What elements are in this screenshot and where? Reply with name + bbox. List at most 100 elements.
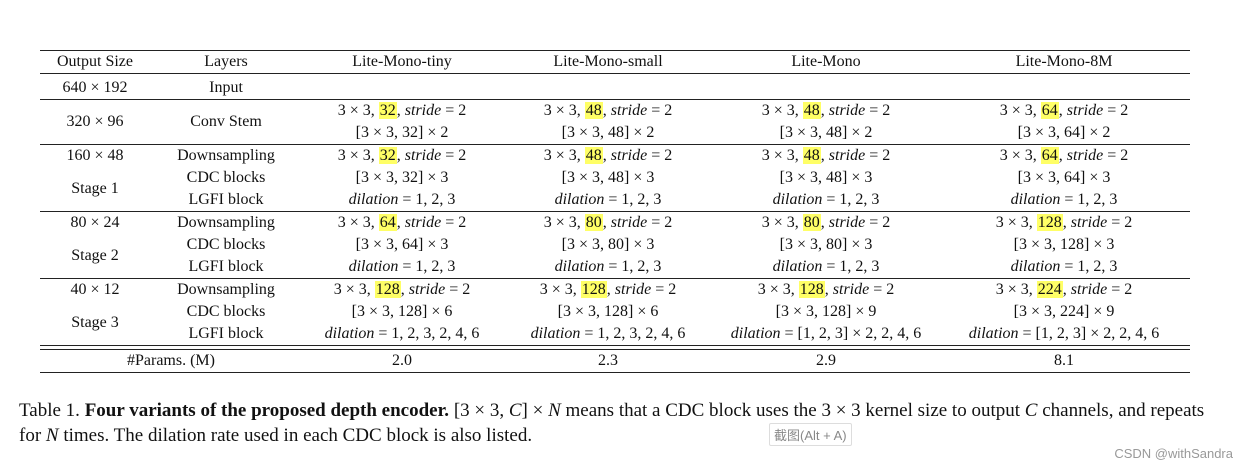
stride-value: = 2 (869, 281, 895, 298)
kernel-prefix: 3 × 3, (761, 147, 803, 164)
cdc-cell: [3 × 3, 224] × 9 (1013, 303, 1115, 320)
stride-cell: 3 × 3, 80, stride = 2 (714, 211, 938, 234)
cdc-cell: [3 × 3, 80] × 3 (779, 236, 873, 253)
dilation-value: = 1, 2, 3 (604, 191, 662, 208)
comma: , (396, 214, 405, 231)
comma: , (820, 102, 829, 119)
dilation-cell: dilation = 1, 2, 3 (502, 256, 714, 279)
stage-row-downsampling: 160 × 48 Downsampling 3 × 3, 32, stride = … (40, 144, 1190, 167)
dilation-value: = 1, 2, 3 (822, 191, 880, 208)
stride-cell: 3 × 3, 128, stride = 2 (302, 278, 502, 301)
stride-word: stride (614, 281, 652, 298)
kernel-prefix: 3 × 3, (995, 281, 1037, 298)
encoder-variants-table: Output Size Layers Lite-Mono-tiny Lite-M… (40, 50, 1190, 373)
stride-value: = 2 (1103, 102, 1129, 119)
kernel-prefix: 3 × 3, (337, 214, 379, 231)
stride-cell: 3 × 3, 48, stride = 2 (714, 99, 938, 122)
watermark: CSDN @withSandra (1114, 446, 1233, 461)
dilation-cell: dilation = 1, 2, 3 (714, 256, 938, 279)
stride-cell: 3 × 3, 128, stride = 2 (938, 211, 1190, 234)
input-layer: Input (209, 79, 243, 96)
stride-value: = 2 (441, 147, 467, 164)
stem-size: 320 × 96 (40, 99, 150, 145)
stage-row-cdc: Stage 2 CDC blocks [3 × 3, 64] × 3 [3 × 3, … (40, 234, 1190, 264)
params-label: #Params. (M) (40, 349, 302, 373)
layer-downsampling: Downsampling (150, 211, 302, 234)
table-caption: Table 1. Four variants of the proposed d… (19, 398, 1229, 448)
channel-highlight: 48 (584, 147, 603, 164)
header-small: Lite-Mono-small (502, 50, 714, 74)
table: Output Size Layers Lite-Mono-tiny Lite-M… (40, 50, 1190, 373)
kernel-prefix: 3 × 3, (337, 102, 379, 119)
kernel-prefix: 3 × 3, (543, 214, 585, 231)
dilation-value: = 1, 2, 3 (398, 258, 456, 275)
dilation-cell: dilation = 1, 2, 3 (502, 189, 714, 212)
stride-cell: 3 × 3, 64, stride = 2 (938, 144, 1190, 167)
stride-cell: 3 × 3, 32, stride = 2 (302, 144, 502, 167)
stride-word: stride (1070, 281, 1108, 298)
kernel-prefix: 3 × 3, (757, 281, 799, 298)
dilation-value: = 1, 2, 3 (398, 191, 456, 208)
layer-lgfi: LGFI block (188, 191, 264, 208)
header-layers: Layers (150, 50, 302, 74)
dilation-cell: dilation = 1, 2, 3 (938, 256, 1190, 279)
caption-var: N (548, 400, 561, 421)
comma: , (1058, 147, 1067, 164)
stride-word: stride (610, 147, 648, 164)
params-base: 2.9 (714, 349, 938, 373)
stride-value: = 2 (445, 281, 471, 298)
stride-cell: 3 × 3, 224, stride = 2 (938, 278, 1190, 301)
caption-bold: Four variants of the proposed depth enco… (84, 400, 450, 421)
caption-var: C (508, 400, 522, 421)
comma: , (820, 147, 829, 164)
kernel-prefix: 3 × 3, (761, 214, 803, 231)
kernel-prefix: 3 × 3, (539, 281, 581, 298)
stride-word: stride (1066, 147, 1104, 164)
channel-highlight: 80 (584, 214, 603, 231)
dilation-value: = 1, 2, 3 (1060, 191, 1118, 208)
channel-highlight: 48 (584, 102, 603, 119)
caption-var: N (45, 425, 59, 446)
cdc-cell: [3 × 3, 128] × 6 (557, 303, 659, 320)
stride-word: stride (828, 214, 866, 231)
dilation-word: dilation (1010, 258, 1061, 275)
input-row: 640 × 192 Input (40, 77, 1190, 100)
dilation-value: = 1, 2, 3 (822, 258, 880, 275)
comma: , (606, 281, 615, 298)
layer-lgfi: LGFI block (188, 325, 264, 342)
stage-size: 80 × 24 (40, 211, 150, 234)
stride-cell: 3 × 3, 64, stride = 2 (302, 211, 502, 234)
dilation-cell: dilation = 1, 2, 3 (938, 189, 1190, 212)
dilation-word: dilation (348, 191, 399, 208)
channel-highlight: 224 (1036, 281, 1063, 298)
kernel-prefix: 3 × 3, (999, 147, 1041, 164)
dilation-word: dilation (772, 258, 823, 275)
stride-value: = 2 (647, 147, 673, 164)
kernel-prefix: 3 × 3, (999, 102, 1041, 119)
caption-var: C (1024, 400, 1038, 421)
cdc-cell: [3 × 3, 64] × 3 (355, 236, 449, 253)
stride-value: = 2 (1107, 214, 1133, 231)
dilation-cell: dilation = 1, 2, 3 (302, 189, 502, 212)
dilation-value: = 1, 2, 3 (1060, 258, 1118, 275)
channel-highlight: 128 (1036, 214, 1063, 231)
stride-word: stride (408, 281, 446, 298)
comma: , (602, 102, 611, 119)
stage-row-lgfi: LGFI block dilation = 1, 2, 3 dilation = 1… (40, 189, 1190, 212)
stride-cell: 3 × 3, 32, stride = 2 (302, 99, 502, 122)
stride-value: = 2 (651, 281, 677, 298)
channel-highlight: 48 (802, 102, 821, 119)
channel-highlight: 128 (374, 281, 401, 298)
dilation-word: dilation (348, 258, 399, 275)
channel-highlight: 64 (1040, 102, 1059, 119)
header-tiny: Lite-Mono-tiny (302, 50, 502, 74)
repeat-cell: [3 × 3, 32] × 2 (355, 124, 449, 141)
layer-cdc: CDC blocks (186, 236, 266, 253)
channel-highlight: 48 (802, 147, 821, 164)
stride-word: stride (828, 147, 866, 164)
kernel-prefix: 3 × 3, (333, 281, 375, 298)
layer-lgfi: LGFI block (188, 258, 264, 275)
repeat-cell: [3 × 3, 64] × 2 (1017, 124, 1111, 141)
dilation-value: = 1, 2, 3 (604, 258, 662, 275)
comma: , (602, 214, 611, 231)
